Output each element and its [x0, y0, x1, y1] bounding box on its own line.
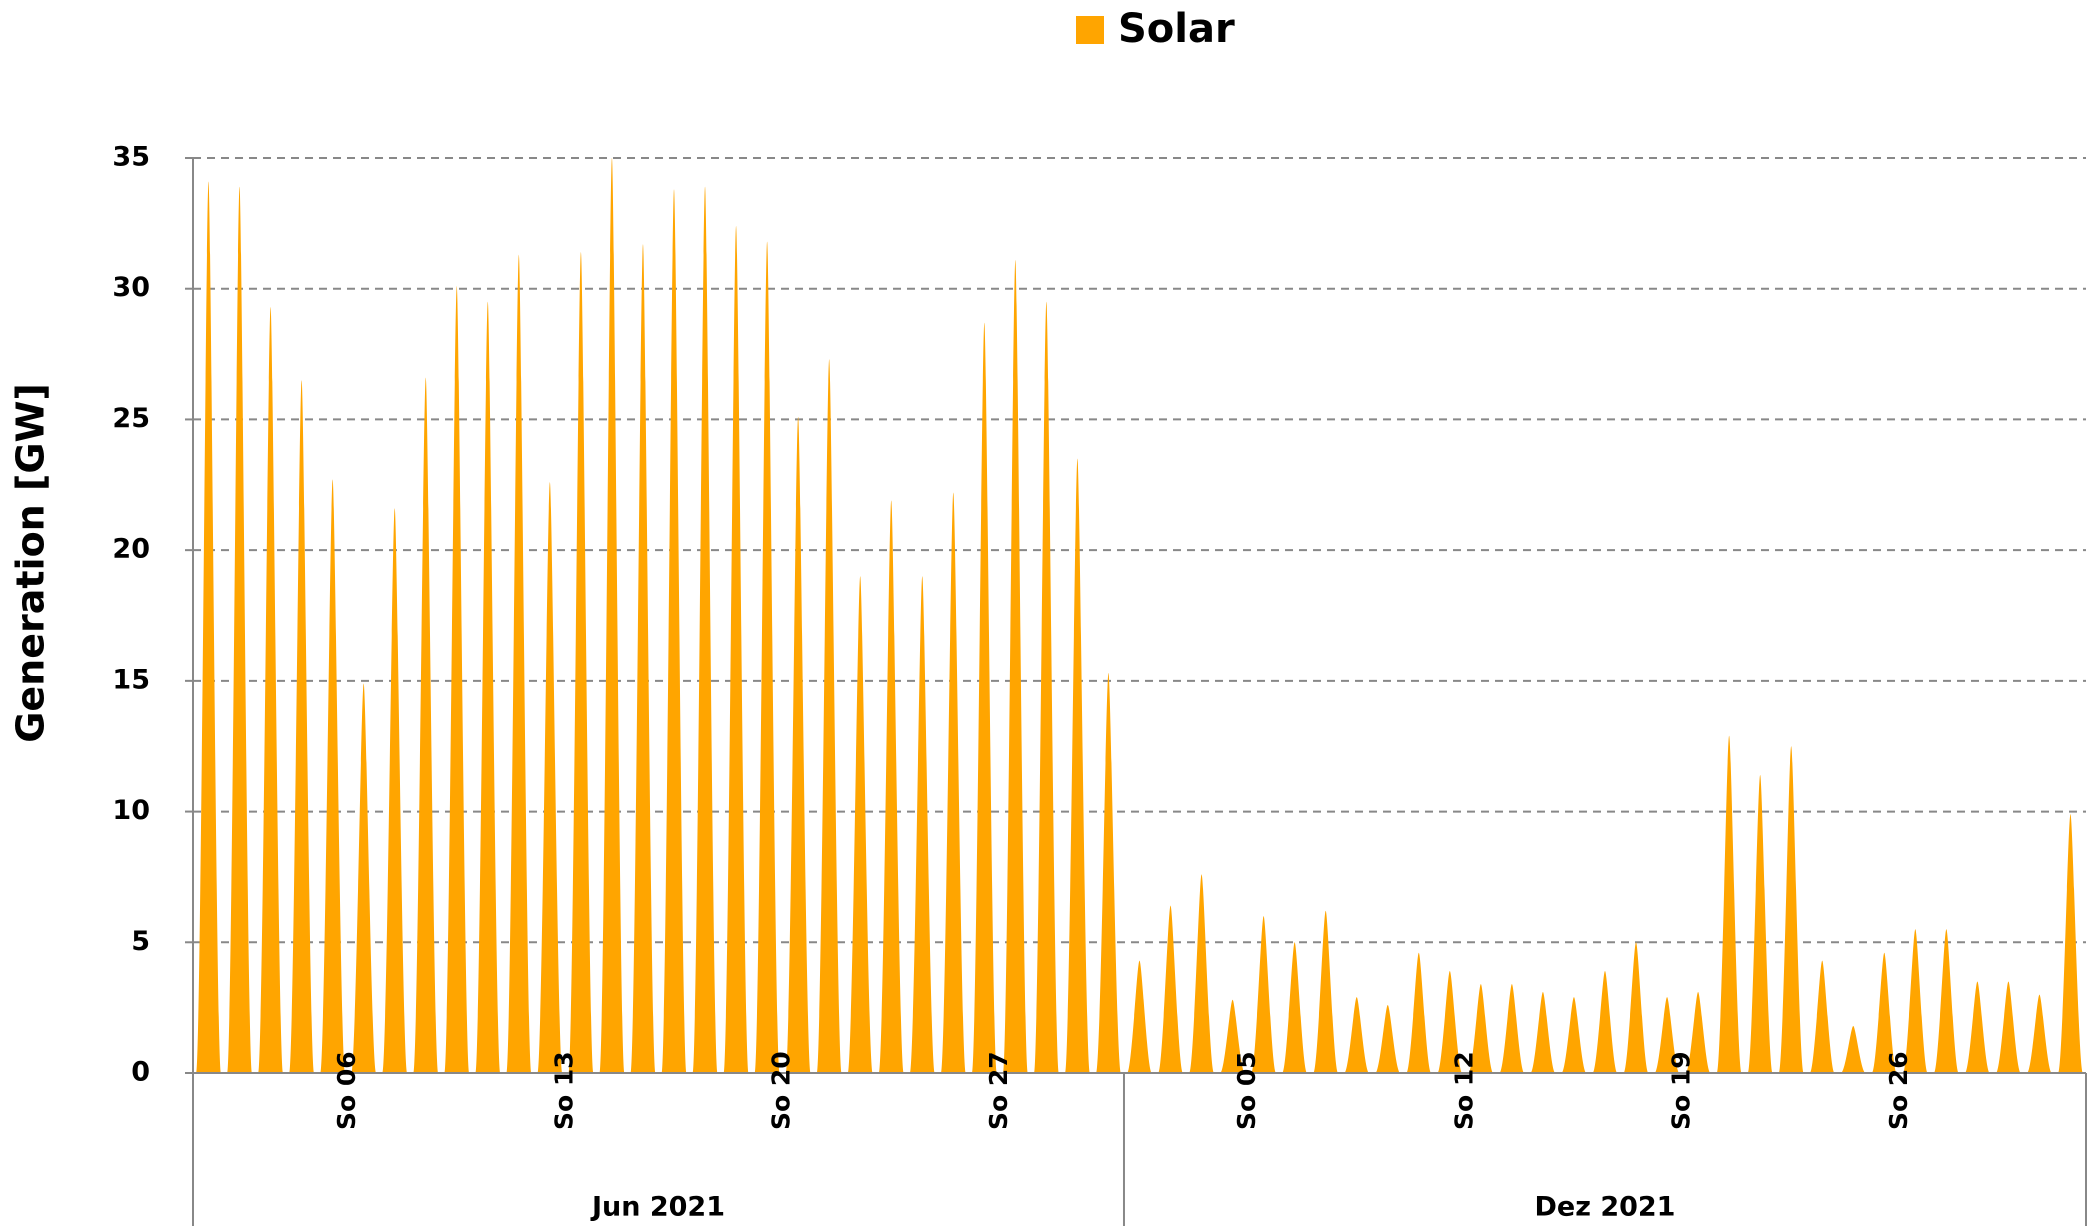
area-peak — [971, 322, 997, 1073]
area-peak — [692, 186, 718, 1073]
area-peak — [1002, 259, 1028, 1073]
area-peak — [1313, 910, 1339, 1073]
area-peak — [1096, 673, 1121, 1073]
area-peak — [940, 492, 966, 1074]
area-peak — [1809, 960, 1835, 1073]
area-peak — [320, 479, 346, 1073]
y-tick-label: 10 — [112, 795, 150, 826]
legend-swatch — [1076, 16, 1104, 44]
x-tick-label: So 20 — [767, 1051, 796, 1130]
area-peak — [537, 482, 563, 1074]
area-peak — [723, 225, 749, 1073]
area-peak — [630, 244, 656, 1073]
area-peak — [1344, 997, 1370, 1073]
area-peak — [1127, 960, 1152, 1073]
area-peak — [1716, 735, 1742, 1073]
area-peak — [1654, 997, 1680, 1073]
area-peak — [909, 576, 935, 1073]
area-peak — [754, 241, 780, 1073]
area-peak — [1623, 942, 1649, 1073]
x-tick-label: So 13 — [549, 1051, 578, 1130]
x-tick-label: So 06 — [332, 1051, 361, 1130]
area-peak — [1685, 991, 1711, 1073]
y-tick-label: 15 — [112, 664, 150, 695]
area-peak — [816, 359, 842, 1073]
area-peak — [1468, 984, 1494, 1073]
x-tick-label: So 05 — [1232, 1051, 1261, 1130]
area-peak — [2058, 814, 2083, 1073]
area-peak — [785, 416, 811, 1073]
area-peak — [444, 286, 470, 1074]
area-peak — [1499, 984, 1525, 1073]
area-peak — [599, 158, 625, 1073]
area-peak — [1747, 774, 1773, 1073]
area-peak — [351, 683, 377, 1073]
area-peak — [1902, 929, 1928, 1073]
area-peak — [1406, 952, 1432, 1073]
area-peak — [1437, 971, 1463, 1073]
y-tick-label: 20 — [112, 534, 150, 565]
area-peak — [1065, 458, 1090, 1074]
area-peak — [1996, 981, 2021, 1073]
y-tick-label: 25 — [112, 403, 150, 434]
area-peak — [506, 254, 532, 1073]
y-tick-label: 30 — [112, 272, 150, 303]
area-peak — [1778, 746, 1804, 1073]
legend-label: Solar — [1118, 6, 1235, 52]
area-peak — [1375, 1005, 1401, 1073]
area-peak — [289, 380, 315, 1073]
area-peak — [1840, 1025, 1866, 1073]
area-peak — [258, 307, 283, 1073]
area-peak — [382, 508, 408, 1073]
y-tick-label: 5 — [131, 926, 150, 957]
area-peak — [1158, 905, 1183, 1073]
area-peak — [1282, 942, 1308, 1073]
area-peak — [1033, 301, 1059, 1073]
group-label: Jun 2021 — [590, 1192, 725, 1223]
area-peak — [661, 189, 687, 1073]
area-peak — [2027, 994, 2052, 1073]
area-peak — [847, 576, 873, 1073]
area-peak — [568, 252, 594, 1074]
area-peak — [1871, 952, 1897, 1073]
y-tick-label: 35 — [112, 142, 150, 173]
area-peak — [1189, 874, 1214, 1073]
area-peak — [1530, 991, 1556, 1073]
area-peak — [196, 181, 221, 1073]
x-tick-label: So 26 — [1884, 1051, 1913, 1130]
area-peak — [413, 377, 439, 1074]
area-peak — [1561, 997, 1587, 1073]
x-tick-label: So 19 — [1667, 1051, 1696, 1130]
area-peak — [1220, 999, 1246, 1073]
x-tick-label: So 12 — [1449, 1051, 1478, 1130]
area-peak — [475, 301, 501, 1073]
area-peak — [1933, 929, 1959, 1073]
x-tick-label: So 27 — [984, 1051, 1013, 1130]
area-peak — [1964, 981, 1990, 1073]
y-tick-label: 0 — [131, 1057, 150, 1088]
area-peak — [1592, 971, 1618, 1073]
y-axis-title: Generation [GW] — [9, 383, 53, 743]
area-peak — [1251, 916, 1277, 1073]
group-label: Dez 2021 — [1534, 1192, 1675, 1223]
area-peak — [227, 186, 252, 1073]
area-peak — [878, 500, 904, 1073]
